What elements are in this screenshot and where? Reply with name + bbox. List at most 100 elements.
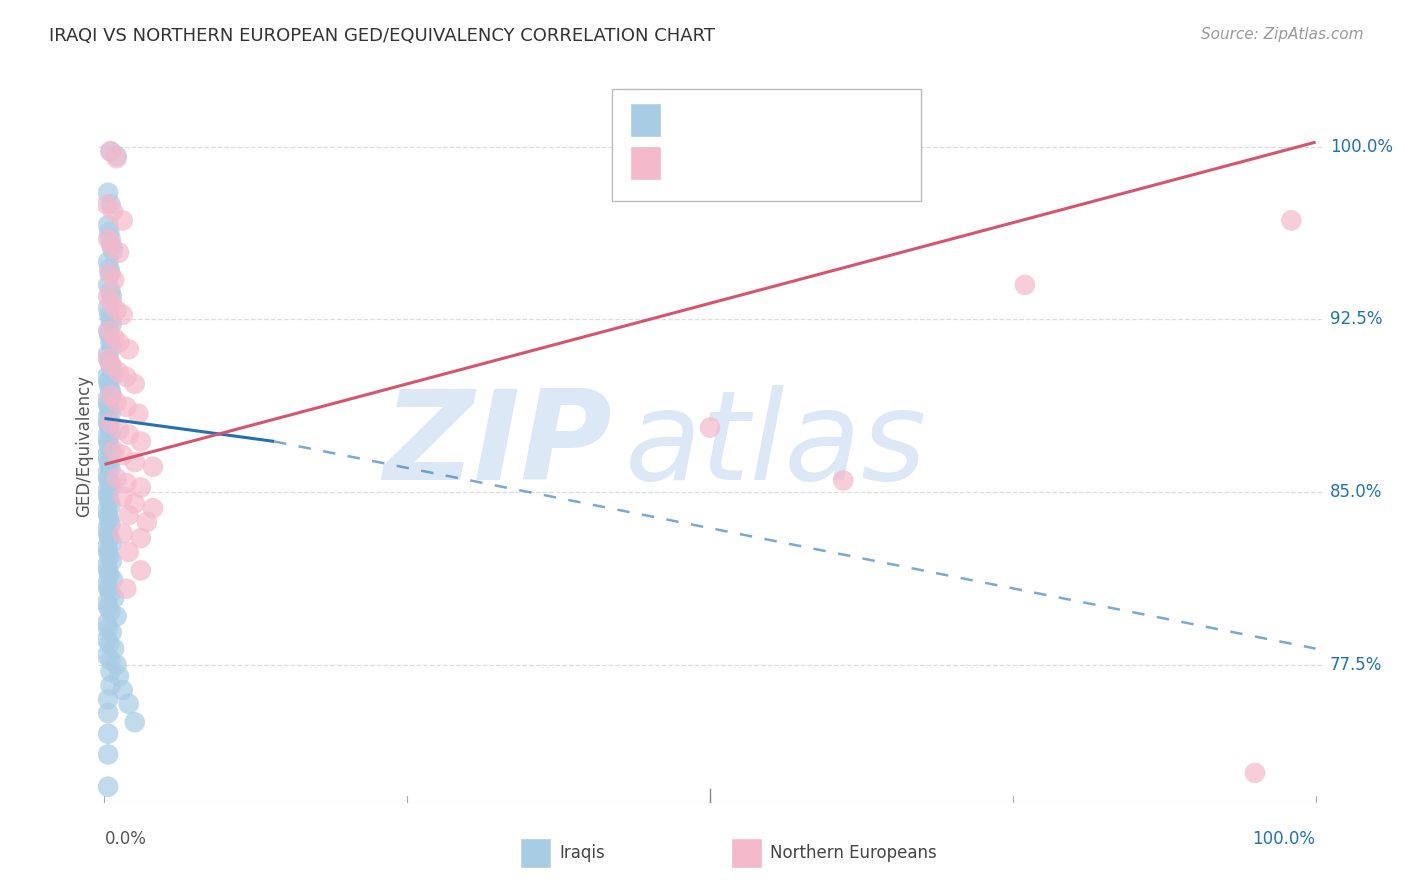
Point	[100, 359, 122, 373]
Point	[124, 715, 146, 730]
Point	[105, 149, 128, 163]
Point	[108, 245, 131, 260]
Point	[100, 678, 122, 692]
Point	[98, 354, 121, 368]
Point	[100, 197, 122, 211]
Point	[103, 591, 125, 605]
Text: N =: N =	[787, 154, 827, 172]
Point	[103, 443, 125, 458]
Text: atlas: atlas	[624, 385, 927, 507]
Point	[98, 420, 121, 434]
Point	[96, 430, 118, 444]
Text: 0.0%: 0.0%	[104, 830, 146, 848]
Text: Source: ZipAtlas.com: Source: ZipAtlas.com	[1201, 27, 1364, 42]
Point	[135, 515, 157, 529]
Point	[98, 549, 121, 564]
Text: -0.045: -0.045	[724, 112, 789, 129]
Point	[100, 285, 122, 299]
Point	[100, 605, 122, 619]
Point	[142, 501, 165, 516]
Point	[97, 526, 120, 541]
Point	[100, 312, 122, 326]
Text: 100.0%: 100.0%	[1253, 830, 1316, 848]
Point	[101, 244, 124, 258]
Y-axis label: GED/Equivalency: GED/Equivalency	[75, 375, 93, 517]
Point	[118, 545, 141, 559]
Point	[100, 363, 122, 377]
Point	[108, 365, 131, 379]
Point	[97, 780, 120, 794]
Point	[100, 535, 122, 549]
Point	[100, 317, 122, 331]
Point	[108, 335, 131, 350]
Point	[98, 379, 121, 393]
Point	[98, 531, 121, 545]
Point	[97, 600, 120, 615]
Text: R =: R =	[669, 154, 714, 172]
Point	[97, 563, 120, 577]
Point	[96, 411, 118, 425]
Point	[100, 499, 122, 513]
Point	[96, 632, 118, 647]
Point	[118, 508, 141, 522]
Point	[100, 145, 122, 159]
Point	[100, 443, 122, 458]
Text: 92.5%: 92.5%	[1330, 310, 1382, 328]
Point	[100, 462, 122, 476]
Point	[97, 375, 120, 389]
Point	[100, 653, 122, 667]
Point	[100, 625, 122, 640]
Text: N =: N =	[787, 112, 827, 129]
Point	[97, 692, 120, 706]
Point	[100, 665, 122, 679]
Text: 105: 105	[837, 112, 875, 129]
Point	[100, 480, 122, 494]
Text: Iraqis: Iraqis	[560, 844, 606, 862]
Point	[98, 308, 121, 322]
Point	[115, 582, 138, 596]
Point	[97, 490, 120, 504]
Point	[108, 669, 131, 683]
Point	[98, 439, 121, 453]
Point	[98, 261, 121, 276]
Text: Northern Europeans: Northern Europeans	[770, 844, 938, 862]
Point	[100, 384, 122, 398]
Point	[96, 522, 118, 536]
Point	[111, 490, 134, 504]
Point	[124, 376, 146, 391]
Text: R =: R =	[669, 112, 709, 129]
Point	[96, 197, 118, 211]
Point	[101, 573, 124, 587]
Point	[97, 277, 120, 292]
Text: 53: 53	[837, 154, 862, 172]
Point	[100, 296, 122, 310]
Point	[1014, 277, 1036, 292]
Point	[97, 434, 120, 449]
Point	[129, 434, 152, 449]
Text: ZIP: ZIP	[384, 385, 612, 507]
Point	[105, 303, 128, 318]
Point	[111, 526, 134, 541]
Point	[100, 517, 122, 532]
Point	[100, 407, 122, 421]
Text: IRAQI VS NORTHERN EUROPEAN GED/EQUIVALENCY CORRELATION CHART: IRAQI VS NORTHERN EUROPEAN GED/EQUIVALEN…	[49, 27, 716, 45]
Point	[127, 407, 149, 421]
Point	[105, 151, 128, 165]
Point	[100, 145, 122, 159]
Point	[97, 416, 120, 430]
Point	[142, 459, 165, 474]
Point	[97, 347, 120, 361]
Point	[105, 609, 128, 624]
Text: 100.0%: 100.0%	[1330, 137, 1393, 156]
Point	[96, 392, 118, 407]
Point	[97, 301, 120, 315]
Point	[98, 225, 121, 239]
Point	[96, 577, 118, 591]
Point	[105, 395, 128, 409]
Point	[100, 388, 122, 402]
Point	[129, 563, 152, 577]
Point	[97, 351, 120, 366]
Point	[98, 513, 121, 527]
Point	[111, 213, 134, 227]
Point	[96, 648, 118, 663]
